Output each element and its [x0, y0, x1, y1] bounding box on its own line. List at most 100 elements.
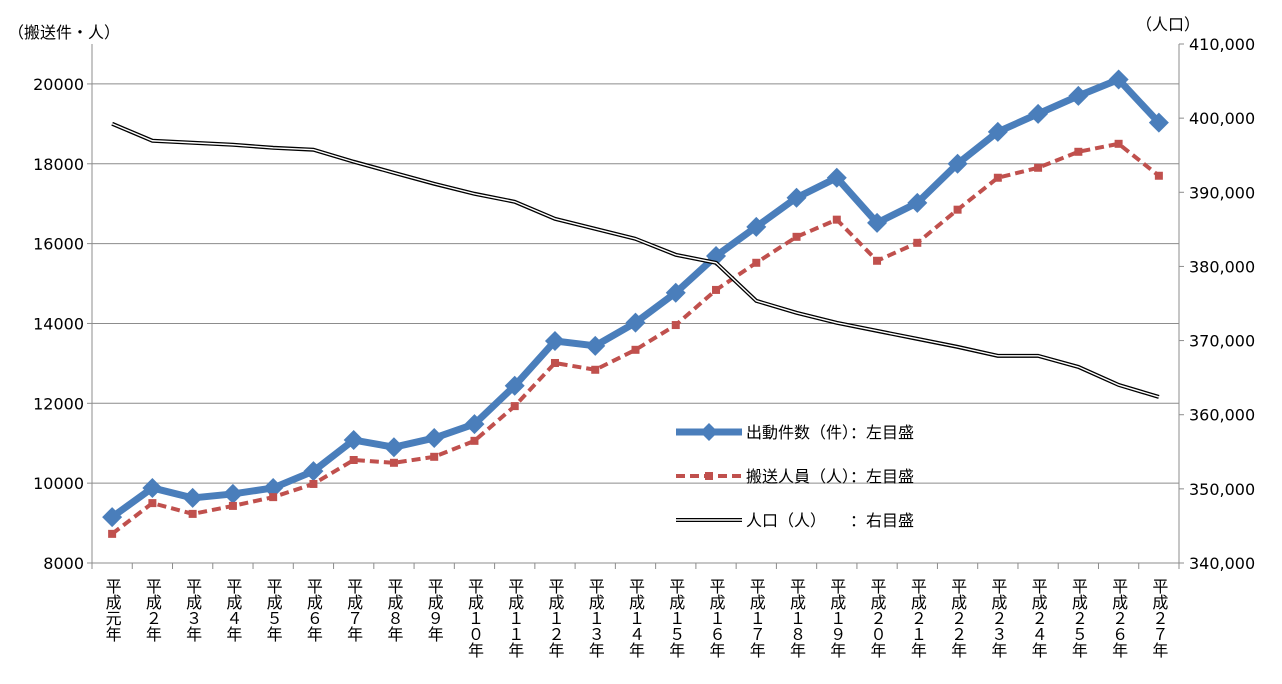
marker: [544, 331, 565, 352]
y-tick-label: 18000: [33, 155, 84, 174]
marker: [142, 477, 163, 498]
y2-tick-label: 350,000: [1189, 480, 1255, 499]
marker: [752, 258, 761, 267]
x-tick-label: 平成４年: [223, 578, 242, 642]
x-tick-label: 平成２７年: [1149, 578, 1168, 658]
marker: [430, 452, 439, 461]
legend-label: 出動件数（件）：左目盛: [746, 423, 914, 442]
series-line-inner: [111, 123, 1160, 398]
marker: [671, 321, 680, 330]
marker: [383, 437, 404, 458]
marker: [1034, 163, 1043, 172]
marker: [987, 121, 1008, 142]
marker: [867, 212, 888, 233]
marker: [907, 192, 928, 213]
x-tick-label: 平成７年: [344, 578, 363, 642]
y2-tick-label: 340,000: [1189, 554, 1255, 573]
marker: [504, 375, 525, 396]
legend-marker: [700, 423, 718, 441]
x-tick-label: 平成５年: [264, 578, 283, 642]
marker: [1114, 139, 1123, 148]
marker: [993, 173, 1002, 182]
marker: [550, 358, 559, 367]
marker: [1154, 171, 1163, 180]
marker: [470, 436, 479, 445]
marker: [182, 487, 203, 508]
x-tick-label: 平成１８年: [787, 578, 806, 658]
y-tick-label: 12000: [33, 394, 84, 413]
marker: [712, 285, 721, 294]
marker: [1068, 85, 1089, 106]
legend-marker: [705, 472, 713, 480]
marker: [625, 312, 646, 333]
series-line: [110, 76, 1162, 520]
marker: [953, 205, 962, 214]
marker: [873, 256, 882, 265]
x-tick-label: 平成１７年: [747, 578, 766, 658]
y-tick-label: 16000: [33, 235, 84, 254]
marker: [786, 187, 807, 208]
x-tick-label: 平成２２年: [948, 578, 967, 658]
legend-item: 出動件数（件）：左目盛: [676, 423, 914, 442]
x-tick-label: 平成２４年: [1029, 578, 1048, 658]
marker: [424, 428, 445, 449]
marker: [228, 501, 237, 510]
y-tick-label: 8000: [43, 554, 84, 573]
y2-tick-label: 390,000: [1189, 183, 1255, 202]
marker: [343, 430, 364, 451]
y2-tick-label: 360,000: [1189, 406, 1255, 425]
x-tick-label: 平成１９年: [827, 578, 846, 658]
x-tick-label: 平成２３年: [988, 578, 1007, 658]
marker: [108, 529, 117, 538]
y2-tick-label: 400,000: [1189, 109, 1255, 128]
y-tick-label: 20000: [33, 75, 84, 94]
x-tick-label: 平成２１年: [908, 578, 927, 658]
x-tick-label: 平成２年: [143, 578, 162, 642]
marker: [585, 335, 606, 356]
x-tick-label: 平成１０年: [465, 578, 484, 658]
legend-label: 人口（人） ：右目盛: [746, 511, 914, 530]
y-tick-label: 14000: [33, 314, 84, 333]
marker: [510, 402, 519, 411]
y2-tick-label: 410,000: [1189, 35, 1255, 54]
marker: [706, 245, 727, 266]
marker: [222, 483, 243, 504]
marker: [913, 238, 922, 247]
marker: [309, 479, 318, 488]
marker: [389, 458, 398, 467]
x-tick-label: 平成１６年: [707, 578, 726, 658]
marker: [349, 455, 358, 464]
marker: [631, 345, 640, 354]
marker: [947, 153, 968, 174]
x-tick-label: 平成２５年: [1069, 578, 1088, 658]
marker: [263, 477, 284, 498]
x-tick-label: 平成９年: [425, 578, 444, 642]
marker: [1108, 69, 1129, 90]
marker: [746, 216, 767, 237]
marker: [665, 282, 686, 303]
y2-axis-title: （人口）: [1136, 15, 1200, 34]
marker: [1028, 103, 1049, 124]
x-tick-label: 平成１３年: [586, 578, 605, 658]
series-line: [110, 141, 1161, 536]
y-tick-label: 10000: [33, 474, 84, 493]
y2-tick-label: 380,000: [1189, 257, 1255, 276]
x-tick-label: 平成元年: [103, 578, 122, 642]
x-tick-label: 平成１２年: [545, 578, 564, 658]
marker: [269, 493, 278, 502]
x-tick-label: 平成１１年: [505, 578, 524, 658]
marker: [591, 365, 600, 374]
marker: [102, 507, 123, 528]
x-tick-label: 平成３年: [183, 578, 202, 642]
marker: [826, 167, 847, 188]
x-tick-label: 平成１４年: [626, 578, 645, 658]
marker: [303, 461, 324, 482]
marker: [1074, 147, 1083, 156]
legend-item: 搬送人員（人）：左目盛: [676, 467, 914, 486]
marker: [188, 509, 197, 518]
marker: [148, 499, 157, 508]
x-tick-label: 平成２０年: [868, 578, 887, 658]
x-tick-label: 平成１５年: [666, 578, 685, 658]
